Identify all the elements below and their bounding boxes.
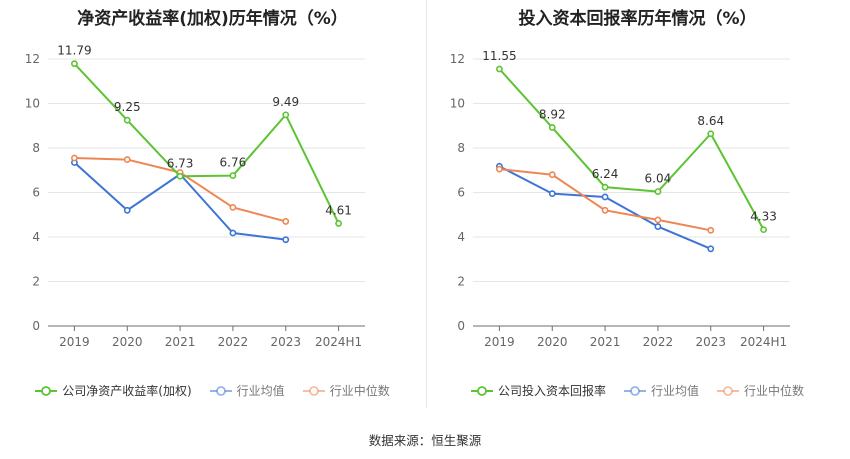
y-tick-label: 4 <box>32 230 40 244</box>
data-point <box>601 193 609 201</box>
data-label: 6.76 <box>220 156 247 170</box>
data-label: 8.92 <box>539 108 566 122</box>
x-tick-label: 2021 <box>165 335 196 349</box>
data-label: 4.61 <box>325 203 352 217</box>
data-point <box>601 183 609 191</box>
roe-chart-panel: 净资产收益率(加权)历年情况（%） 0 2 4 6 8 10 12 2019 2020 2021 2… <box>0 0 425 410</box>
data-label: 9.49 <box>272 95 299 109</box>
legend-item[interactable]: 行业均值 <box>209 382 285 399</box>
data-point <box>282 218 290 225</box>
roic-chart-legend: 公司投入资本回报率 行业均值 行业中位数 <box>425 382 850 399</box>
x-tick-label: 2022 <box>218 335 249 349</box>
legend-marker-icon <box>302 385 325 396</box>
legend-label: 行业中位数 <box>329 384 390 398</box>
data-label: 11.55 <box>482 49 516 63</box>
data-point <box>229 229 237 237</box>
legend-item[interactable]: 行业中位数 <box>302 382 390 399</box>
data-point <box>123 206 131 214</box>
data-point <box>496 165 503 173</box>
legend-label: 公司投入资本回报率 <box>497 384 606 398</box>
legend-marker-icon <box>623 385 646 396</box>
legend-label: 行业均值 <box>650 384 699 398</box>
x-tick-label: 2020 <box>112 335 143 349</box>
data-point <box>707 226 715 234</box>
data-label: 4.33 <box>750 210 777 224</box>
legend-item[interactable]: 行业均值 <box>623 382 699 399</box>
roe-chart-title: 净资产收益率(加权)历年情况（%） <box>77 9 348 29</box>
data-label: 9.25 <box>114 100 141 114</box>
y-tick-label: 12 <box>450 52 465 66</box>
data-point <box>229 204 237 211</box>
data-point <box>601 206 609 214</box>
legend-item[interactable]: 公司净资产收益率(加权) <box>35 382 192 399</box>
roic-chart-panel: 投入资本回报率历年情况（%） 0 2 4 6 8 10 12 2019 2020 2021 2022… <box>425 0 850 410</box>
data-source-note: 数据来源：恒生聚源 <box>368 433 482 448</box>
y-tick-label: 0 <box>32 319 40 333</box>
data-point <box>71 154 78 162</box>
series-line-0 <box>73 62 340 224</box>
series-line-0 <box>498 68 765 231</box>
data-point <box>123 116 131 124</box>
y-tick-label: 8 <box>457 141 465 155</box>
data-point <box>760 226 767 234</box>
data-point <box>335 220 342 227</box>
data-point <box>123 156 131 163</box>
y-tick-label: 12 <box>25 52 40 66</box>
data-point <box>282 111 290 119</box>
roic-chart-svg: 0 2 4 6 8 10 12 2019 2020 2021 2022 2023 2024H1 11.55… <box>450 49 790 349</box>
x-tick-label: 2023 <box>695 335 726 349</box>
data-label: 8.64 <box>697 114 724 128</box>
roic-chart-title: 投入资本回报率历年情况（%） <box>518 9 757 29</box>
y-tick-label: 4 <box>457 230 465 244</box>
y-tick-label: 10 <box>25 97 40 111</box>
data-point <box>71 60 78 68</box>
data-point <box>548 124 556 131</box>
legend-label: 公司净资产收益率(加权) <box>62 384 192 398</box>
y-tick-label: 2 <box>457 275 465 289</box>
data-point <box>176 172 184 180</box>
data-label: 11.79 <box>57 44 91 58</box>
legend-item[interactable]: 公司投入资本回报率 <box>470 382 606 399</box>
x-tick-label: 2021 <box>590 335 621 349</box>
roe-chart-legend: 公司净资产收益率(加权) 行业均值 行业中位数 <box>0 382 425 399</box>
data-point <box>496 65 503 73</box>
panel-divider <box>426 0 427 408</box>
x-tick-label: 2023 <box>270 335 301 349</box>
y-tick-label: 0 <box>457 319 465 333</box>
x-tick-label: 2020 <box>537 335 568 349</box>
data-point <box>654 216 662 224</box>
legend-label: 行业中位数 <box>744 384 805 398</box>
y-tick-label: 6 <box>32 186 40 200</box>
y-tick-label: 8 <box>32 141 40 155</box>
legend-label: 行业均值 <box>236 384 285 398</box>
data-point <box>654 188 662 196</box>
legend-item[interactable]: 行业中位数 <box>717 382 804 399</box>
data-point <box>654 223 662 230</box>
roe-chart-svg: 0 2 4 6 8 10 12 2019 2020 2021 2022 2023 2024H1 11.79… <box>25 44 365 349</box>
data-point <box>229 172 237 179</box>
y-tick-label: 10 <box>450 97 465 111</box>
legend-marker-icon <box>717 385 739 396</box>
data-point <box>548 190 556 198</box>
data-point <box>548 171 556 179</box>
data-label: 6.73 <box>167 156 194 170</box>
y-tick-label: 6 <box>457 186 465 200</box>
data-point <box>707 130 715 138</box>
x-tick-label: 2019 <box>484 335 515 349</box>
x-tick-label: 2024H1 <box>315 335 362 349</box>
data-point <box>707 245 715 253</box>
legend-marker-icon <box>35 385 58 396</box>
legend-marker-icon <box>209 385 232 396</box>
data-point <box>282 236 290 244</box>
legend-marker-icon <box>470 385 493 396</box>
y-tick-label: 2 <box>32 275 40 289</box>
x-tick-label: 2019 <box>59 335 90 349</box>
x-tick-label: 2024H1 <box>740 335 787 349</box>
data-label: 6.24 <box>592 167 619 181</box>
data-label: 6.04 <box>645 172 672 186</box>
x-tick-label: 2022 <box>643 335 674 349</box>
